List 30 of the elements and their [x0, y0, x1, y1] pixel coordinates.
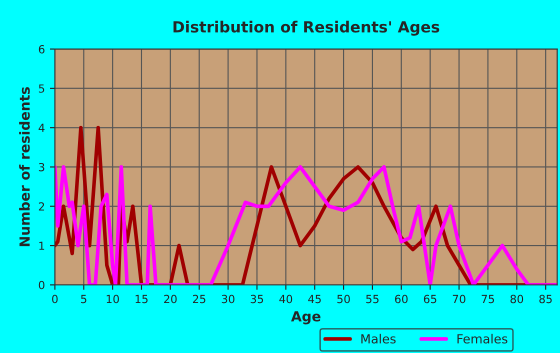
- x-axis-title: Age: [291, 311, 320, 324]
- y-tick-label: 2: [38, 202, 44, 210]
- y-tick-label: 3: [38, 162, 44, 172]
- y-axis-title: Number of residents: [19, 87, 30, 246]
- y-tick-label: 5: [38, 84, 44, 93]
- x-tick-label: 15: [136, 294, 148, 304]
- x-tick-label: 35: [250, 294, 264, 304]
- legend-label: Males: [361, 334, 396, 344]
- x-tick-label: 60: [395, 294, 408, 304]
- y-tick-label: 0: [38, 280, 44, 290]
- x-tick-label: 75: [482, 294, 494, 304]
- x-tick-label: 0: [52, 294, 58, 304]
- x-tick-label: 55: [366, 294, 379, 304]
- y-tick-label: 4: [38, 124, 45, 132]
- x-tick-label: 65: [424, 294, 436, 304]
- x-tick-label: 45: [308, 294, 321, 304]
- x-tick-label: 5: [81, 294, 86, 304]
- legend-label: Females: [457, 334, 508, 344]
- x-tick-label: 70: [452, 294, 466, 304]
- x-tick-label: 80: [510, 294, 524, 304]
- x-tick-label: 30: [222, 294, 234, 304]
- x-tick-label: 50: [337, 294, 350, 304]
- y-tick-label: 1: [39, 242, 44, 250]
- x-tick-label: 20: [164, 294, 177, 304]
- y-tick-label: 6: [38, 45, 44, 54]
- chart-title: Distribution of Residents' Ages: [174, 20, 440, 36]
- x-tick-label: 40: [279, 294, 292, 304]
- x-tick-label: 85: [539, 294, 552, 304]
- x-tick-label: 25: [192, 294, 206, 304]
- x-tick-label: 10: [106, 294, 119, 304]
